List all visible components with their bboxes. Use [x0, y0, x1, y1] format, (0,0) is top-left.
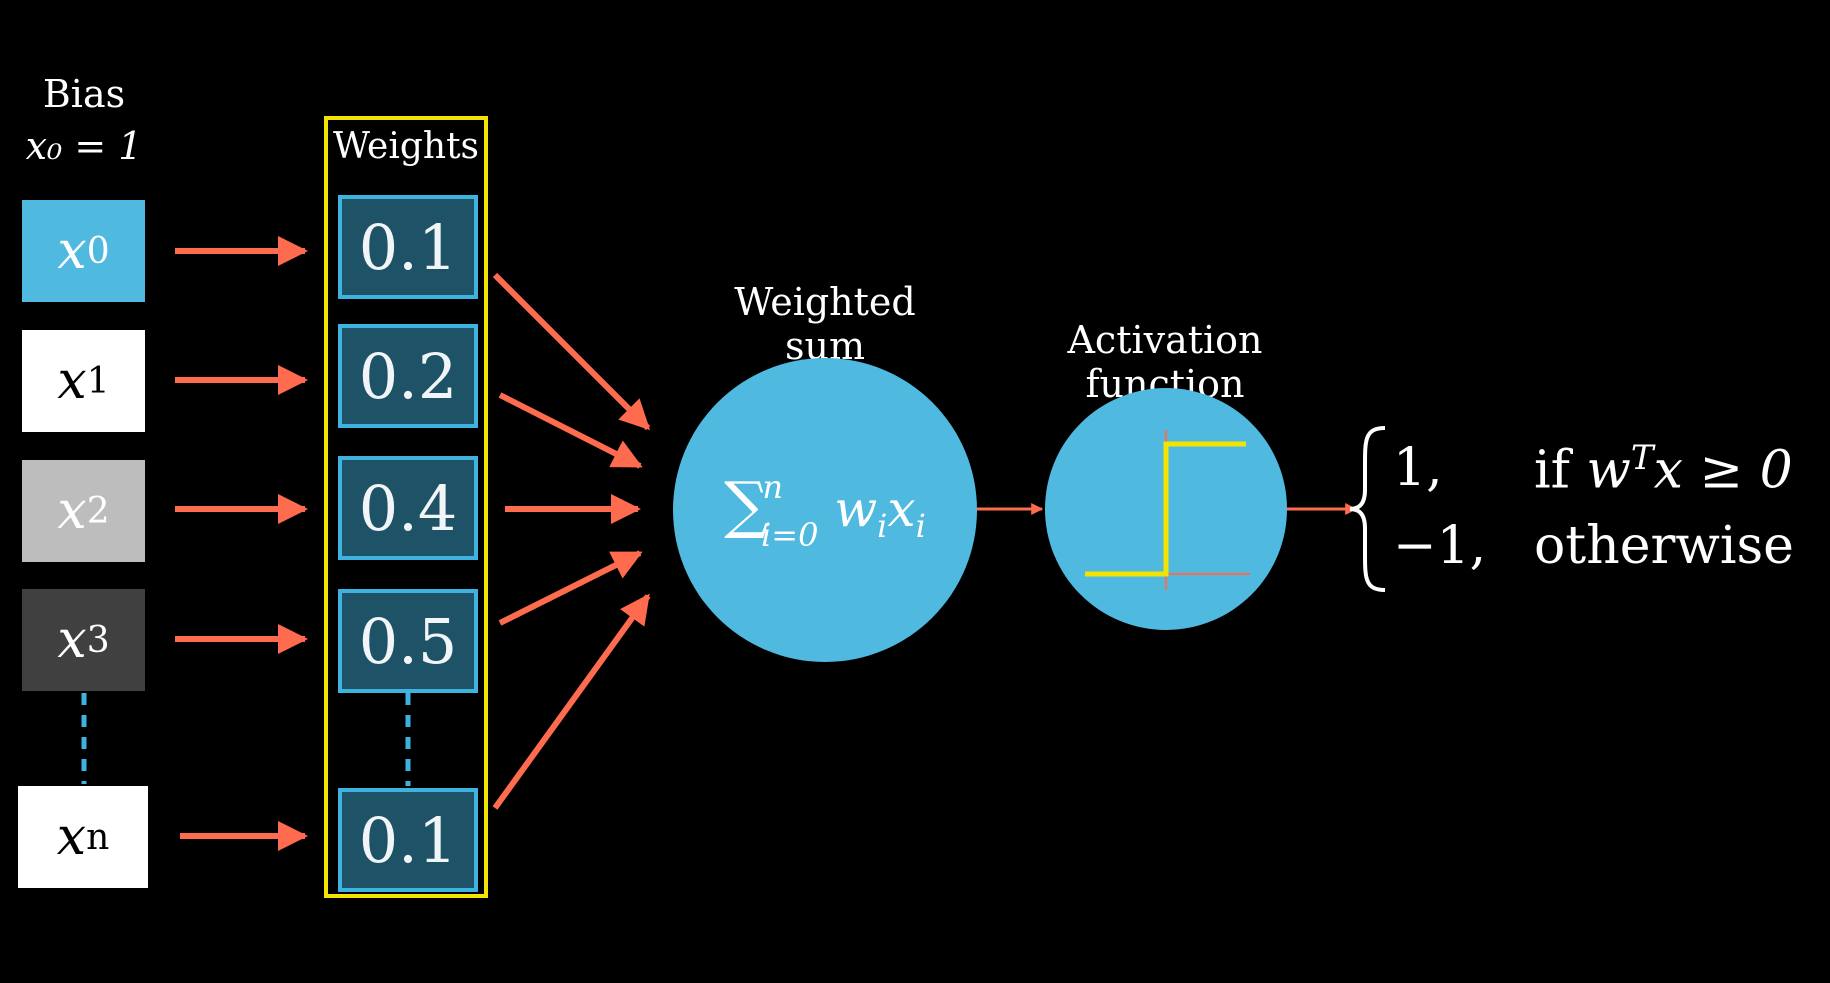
arrow-wn-to-sum — [492, 593, 651, 810]
arrow-w3-to-sum — [498, 550, 643, 626]
weight-box-n: 0.1 — [338, 788, 478, 892]
input-sub: 2 — [86, 490, 110, 532]
input-var: x — [57, 481, 87, 541]
weight-value: 0.2 — [358, 339, 458, 413]
weight-box-0: 0.1 — [338, 195, 478, 299]
sum-lower-limit: i=0 — [761, 516, 819, 554]
rule-case1-condition: if wTx ≥ 0 — [1534, 438, 1793, 500]
input-var: x — [57, 610, 87, 670]
weighted-sum-label: Weighted sum — [734, 280, 916, 368]
cond-sup: T — [1630, 438, 1654, 478]
weight-value: 0.1 — [358, 210, 458, 284]
term-w: w — [834, 480, 878, 538]
term-w-sub: i — [877, 507, 888, 545]
weight-value: 0.5 — [358, 604, 458, 678]
weights-frame — [324, 116, 488, 898]
rule-case1-value: 1, — [1393, 438, 1443, 498]
step-function-curve — [1085, 441, 1246, 577]
weight-box-2: 0.4 — [338, 456, 478, 560]
input-var: x — [56, 807, 87, 867]
weight-value: 0.1 — [358, 803, 458, 877]
input-sub: n — [86, 816, 110, 858]
bias-title: Bias — [42, 72, 126, 116]
weighted-sum-expression: ∑n i=0 wixi — [673, 468, 977, 554]
weights-title: Weights — [332, 126, 480, 167]
input-var: x — [57, 351, 87, 411]
sigma-symbol: ∑ — [724, 468, 769, 541]
rule-case2-condition: otherwise — [1534, 516, 1794, 576]
weighted-sum-node — [673, 358, 977, 662]
weight-box-3: 0.5 — [338, 589, 478, 693]
input-sub: 1 — [86, 360, 110, 402]
arrow-w1-to-sum — [498, 392, 643, 469]
arrow-w0-to-sum — [492, 272, 651, 431]
cond-rest: x ≥ 0 — [1653, 440, 1793, 501]
cond-w: w — [1586, 440, 1631, 501]
sum-upper-limit: n — [762, 468, 784, 506]
cond-prefix: if — [1534, 440, 1587, 501]
bias-equation: x₀ = 1 — [25, 124, 143, 168]
term-x-sub: i — [915, 507, 926, 545]
output-brace — [1349, 426, 1386, 592]
term-x: x — [887, 480, 916, 538]
input-sub: 0 — [86, 230, 110, 272]
weight-value: 0.4 — [358, 471, 458, 545]
sum-term: wixi — [834, 480, 925, 545]
rule-case2-value: −1, — [1393, 516, 1487, 576]
weight-box-1: 0.2 — [338, 324, 478, 428]
input-var: x — [57, 221, 87, 281]
input-sub: 3 — [86, 619, 110, 661]
